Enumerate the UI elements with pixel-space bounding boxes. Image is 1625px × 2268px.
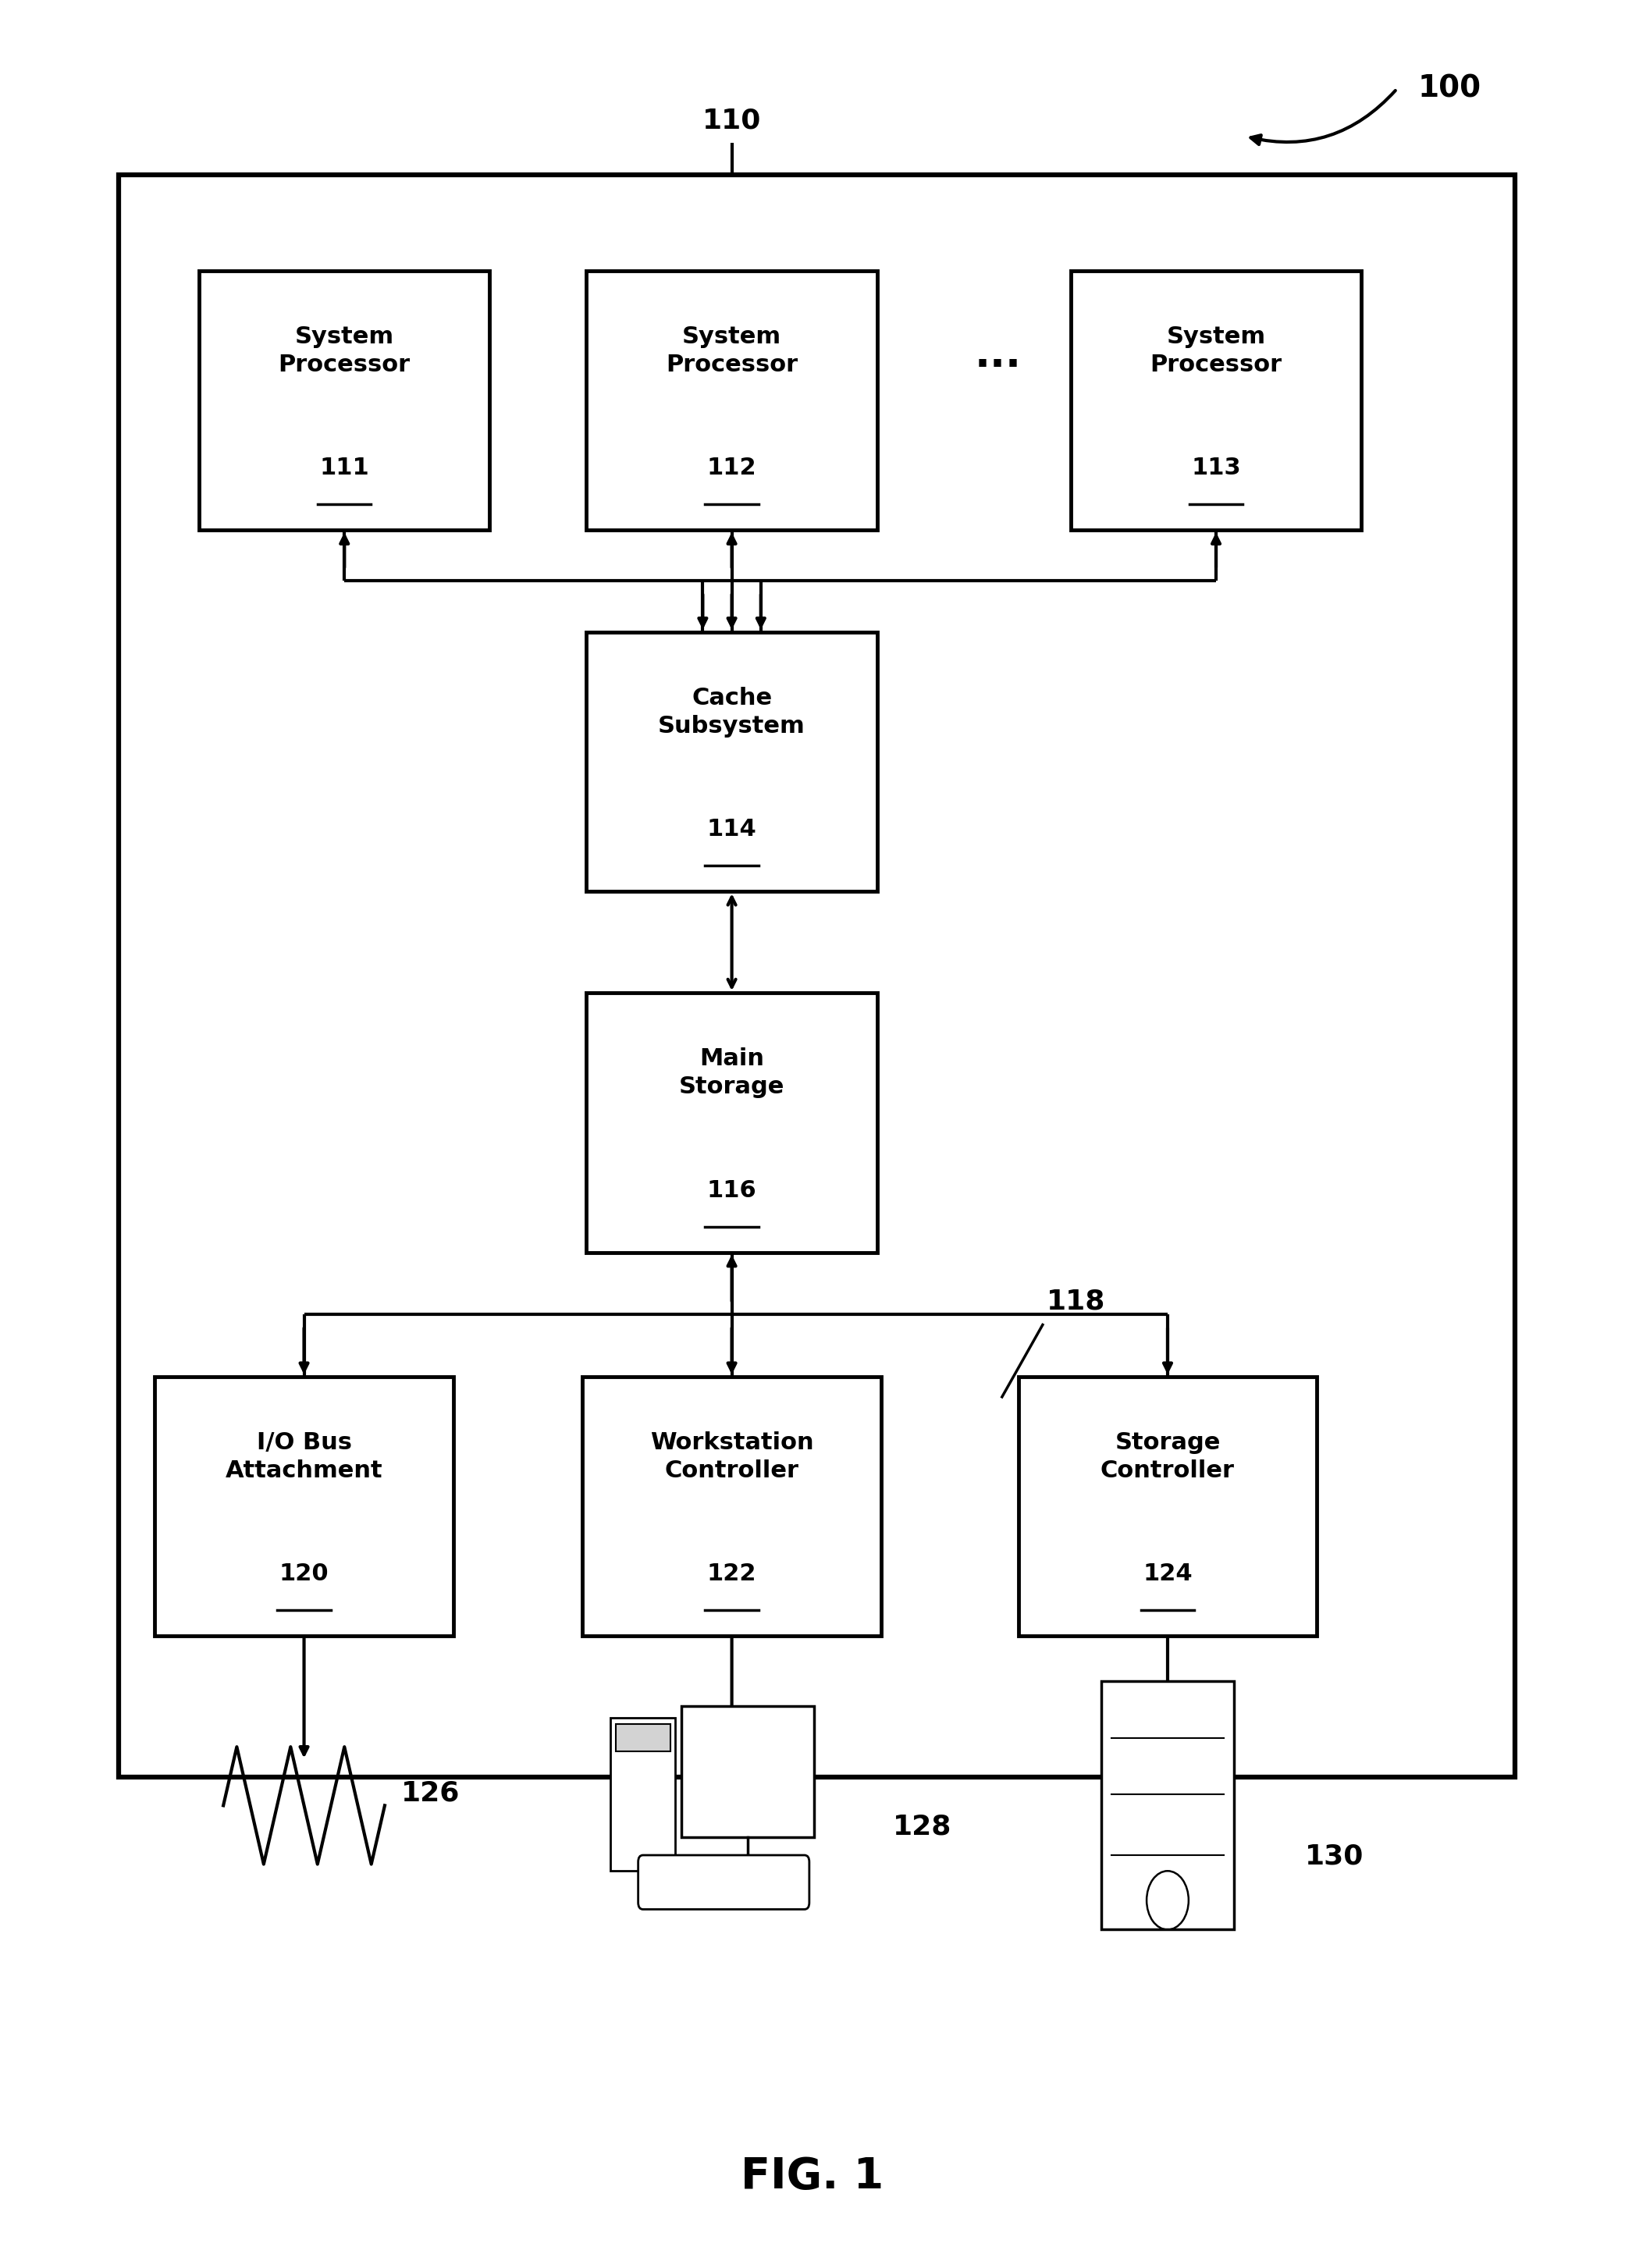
FancyBboxPatch shape bbox=[639, 1855, 809, 1910]
Text: Workstation
Controller: Workstation Controller bbox=[650, 1431, 814, 1481]
FancyBboxPatch shape bbox=[200, 270, 489, 531]
FancyBboxPatch shape bbox=[1019, 1377, 1316, 1635]
FancyBboxPatch shape bbox=[119, 175, 1514, 1778]
Text: System
Processor: System Processor bbox=[666, 324, 798, 376]
Text: 120: 120 bbox=[280, 1563, 328, 1585]
FancyBboxPatch shape bbox=[587, 993, 878, 1252]
Text: 128: 128 bbox=[894, 1814, 952, 1839]
FancyBboxPatch shape bbox=[682, 1706, 814, 1837]
Text: 122: 122 bbox=[707, 1563, 757, 1585]
Text: System
Processor: System Processor bbox=[1150, 324, 1282, 376]
Text: 113: 113 bbox=[1191, 456, 1242, 479]
Text: Cache
Subsystem: Cache Subsystem bbox=[658, 687, 806, 737]
Text: 100: 100 bbox=[1417, 75, 1480, 104]
Text: 116: 116 bbox=[707, 1179, 757, 1202]
Text: Main
Storage: Main Storage bbox=[679, 1048, 785, 1098]
Text: I/O Bus
Attachment: I/O Bus Attachment bbox=[226, 1431, 383, 1481]
Text: Storage
Controller: Storage Controller bbox=[1100, 1431, 1235, 1481]
Text: 126: 126 bbox=[401, 1780, 460, 1805]
FancyBboxPatch shape bbox=[587, 633, 878, 891]
FancyBboxPatch shape bbox=[616, 1724, 671, 1751]
FancyBboxPatch shape bbox=[1102, 1681, 1233, 1930]
Text: 114: 114 bbox=[707, 819, 757, 841]
Text: 124: 124 bbox=[1142, 1563, 1193, 1585]
Text: ...: ... bbox=[975, 336, 1022, 376]
Text: System
Processor: System Processor bbox=[278, 324, 411, 376]
Text: 111: 111 bbox=[320, 456, 369, 479]
FancyBboxPatch shape bbox=[587, 270, 878, 531]
Text: 118: 118 bbox=[1046, 1288, 1105, 1315]
FancyBboxPatch shape bbox=[154, 1377, 453, 1635]
FancyBboxPatch shape bbox=[1071, 270, 1362, 531]
FancyBboxPatch shape bbox=[611, 1717, 676, 1871]
FancyBboxPatch shape bbox=[582, 1377, 881, 1635]
Text: 110: 110 bbox=[702, 107, 760, 134]
Text: FIG. 1: FIG. 1 bbox=[741, 2157, 884, 2198]
Text: 112: 112 bbox=[707, 456, 757, 479]
Text: 130: 130 bbox=[1305, 1844, 1363, 1869]
